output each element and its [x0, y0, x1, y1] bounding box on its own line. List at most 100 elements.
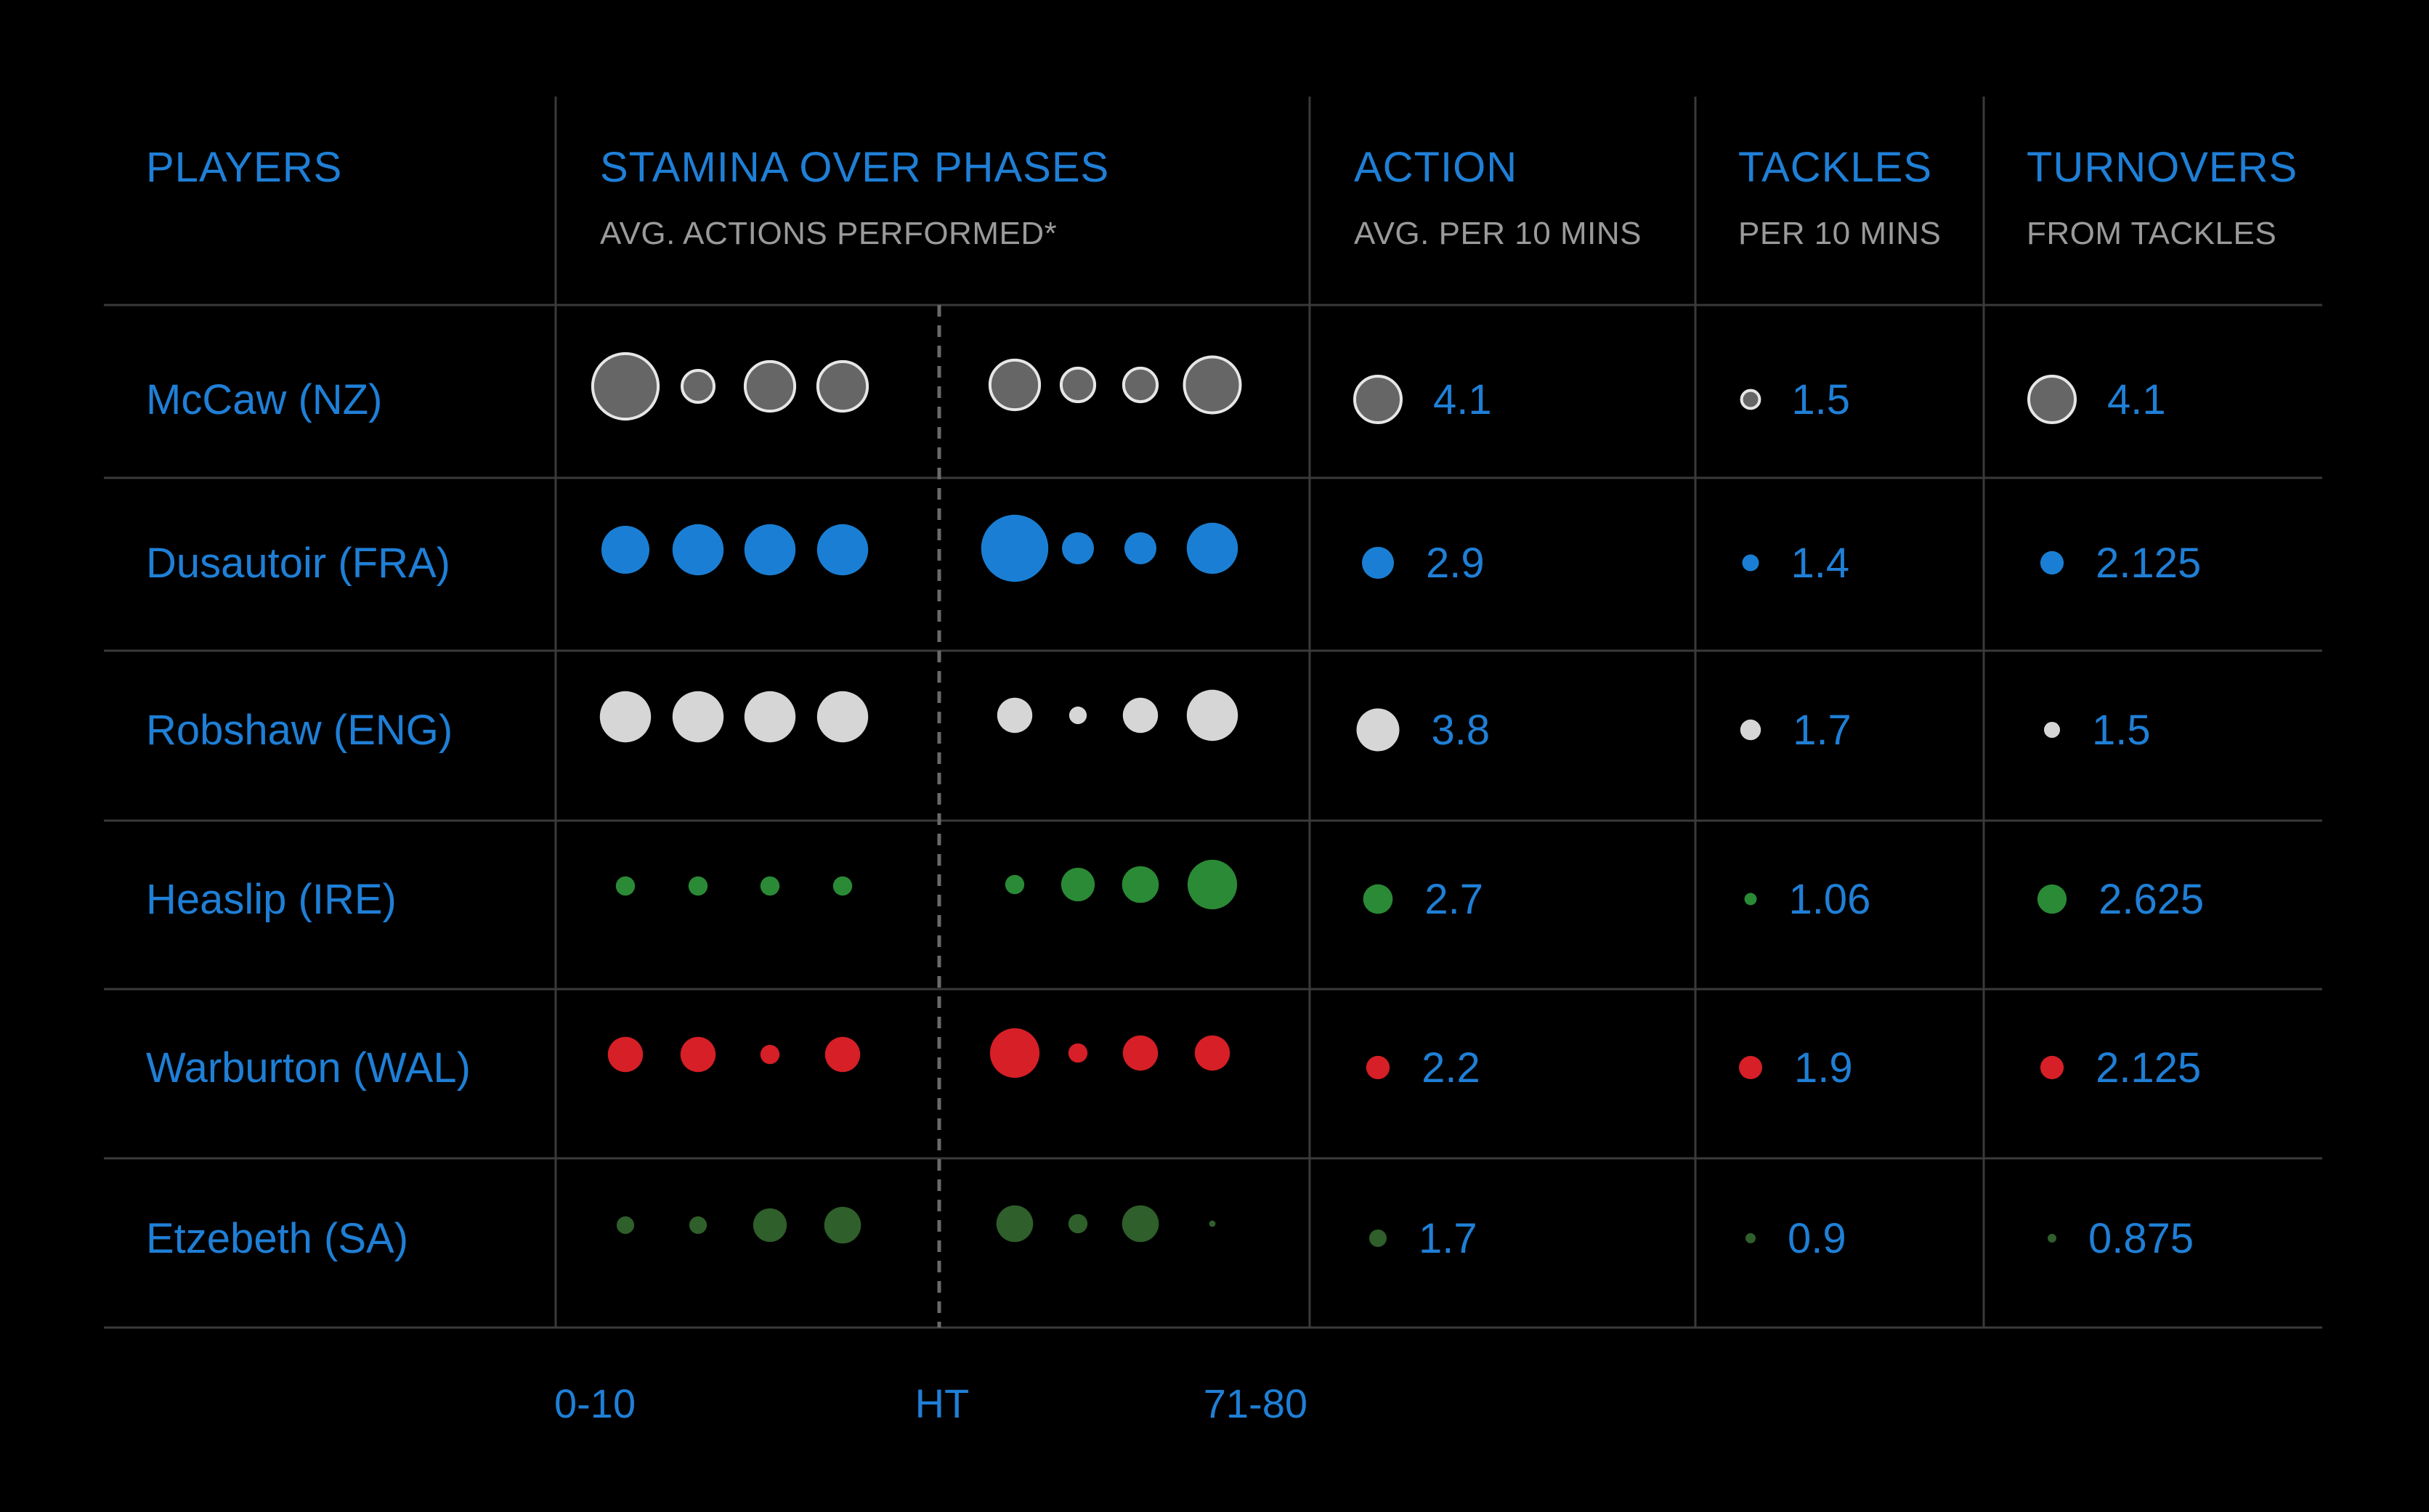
- action-value: 2.9: [1426, 540, 1485, 587]
- player-name: Heaslip (IRE): [146, 876, 397, 923]
- action-dot: [1369, 1229, 1387, 1247]
- turnovers-dot: [2037, 884, 2067, 914]
- stamina-dot: [981, 514, 1049, 582]
- table-row: McCaw (NZ) 4.1 1.5 4.1: [146, 351, 2166, 424]
- stamina-dot: [760, 876, 780, 896]
- tackles-value: 1.06: [1788, 876, 1870, 923]
- action-dot: [1363, 884, 1393, 914]
- stamina-dot: [1059, 366, 1097, 404]
- stamina-dot: [615, 876, 636, 896]
- stamina-dot: [816, 524, 869, 576]
- stamina-dot: [743, 359, 797, 413]
- stamina-dot: [616, 1216, 635, 1235]
- tackles-dot: [1745, 1233, 1756, 1243]
- tackles-value: 0.9: [1788, 1215, 1846, 1262]
- header-tackles: TACKLES: [1738, 144, 1932, 191]
- stamina-dot: [832, 876, 853, 896]
- subheader-stamina: AVG. ACTIONS PERFORMED*: [600, 216, 1057, 251]
- phase-axis-start: 0-10: [554, 1381, 636, 1426]
- tackles-dot: [1740, 719, 1761, 741]
- stamina-dot: [1122, 697, 1159, 733]
- turnovers-value: 1.5: [2092, 707, 2151, 754]
- header-turnovers: TURNOVERS: [2027, 144, 2298, 191]
- action-value: 2.2: [1422, 1044, 1480, 1092]
- action-dot: [1362, 547, 1394, 579]
- table-row: Heaslip (IRE) 2.7 1.06 2.625: [146, 859, 2204, 923]
- tackles-dot: [1739, 1056, 1762, 1079]
- stamina-dot: [816, 359, 869, 413]
- phase-axis-mid: HT: [915, 1381, 970, 1426]
- stamina-dot: [689, 1216, 707, 1235]
- turnovers-dot: [2040, 1055, 2064, 1080]
- table-row: Dusautoir (FRA) 2.9 1.4 2.125: [146, 514, 2201, 587]
- tackles-dot: [1744, 893, 1757, 906]
- header-players: PLAYERS: [146, 144, 342, 191]
- action-value: 2.7: [1424, 876, 1483, 923]
- stamina-dot: [988, 358, 1042, 412]
- stamina-dot: [1068, 706, 1087, 725]
- player-name: Etzebeth (SA): [146, 1215, 408, 1262]
- player-name: McCaw (NZ): [146, 376, 382, 423]
- stamina-dot: [1122, 1205, 1159, 1243]
- phase-axis: 0-10 HT 71-80: [554, 1381, 1307, 1426]
- turnovers-value: 2.625: [2098, 876, 2204, 923]
- action-dot: [1366, 1055, 1390, 1080]
- stamina-dot: [1068, 1214, 1088, 1234]
- stamina-dot: [599, 691, 652, 743]
- turnovers-value: 2.125: [2096, 1044, 2201, 1092]
- turnovers-value: 4.1: [2107, 376, 2166, 423]
- subheader-action: AVG. PER 10 MINS: [1354, 216, 1642, 251]
- subheader-turnovers: FROM TACKLES: [2027, 216, 2276, 251]
- turnovers-value: 0.875: [2088, 1215, 2194, 1262]
- stamina-dot: [1187, 859, 1238, 910]
- stamina-dot: [1062, 532, 1094, 564]
- stamina-dot: [680, 1036, 716, 1073]
- tackles-value: 1.7: [1793, 707, 1852, 754]
- stamina-dot: [997, 697, 1033, 733]
- stamina-dot: [1061, 867, 1095, 902]
- player-name: Robshaw (ENG): [146, 707, 453, 754]
- stamina-dot: [996, 1205, 1034, 1243]
- table-row: Warburton (WAL) 2.2 1.9 2.125: [146, 1028, 2201, 1092]
- action-value: 4.1: [1433, 376, 1492, 423]
- stamina-dot: [989, 1028, 1040, 1078]
- header-stamina: STAMINA OVER PHASES: [600, 144, 1109, 191]
- stamina-dot: [672, 524, 724, 576]
- stamina-dot: [607, 1036, 644, 1073]
- stamina-dot: [672, 691, 724, 743]
- stamina-dot: [744, 524, 796, 576]
- turnovers-dot: [2027, 375, 2077, 424]
- stamina-dot: [1005, 874, 1025, 895]
- action-dot: [1356, 708, 1400, 752]
- stamina-dot: [1194, 1035, 1230, 1071]
- player-name: Dusautoir (FRA): [146, 540, 450, 587]
- turnovers-dot: [2048, 1234, 2056, 1243]
- turnovers-dot: [2043, 721, 2061, 739]
- tackles-value: 1.5: [1791, 376, 1850, 423]
- table-row: Robshaw (ENG) 3.8 1.7 1.5: [146, 689, 2151, 754]
- tackles-dot: [1740, 389, 1761, 410]
- table-grid: [104, 97, 2322, 1329]
- stamina-dot: [760, 1044, 780, 1065]
- player-name: Warburton (WAL): [146, 1044, 471, 1092]
- stamina-dot: [601, 526, 649, 574]
- stamina-dot: [824, 1206, 861, 1244]
- stamina-dot: [816, 691, 869, 743]
- stamina-dot: [1186, 522, 1238, 574]
- column-headers: PLAYERS STAMINA OVER PHASES AVG. ACTIONS…: [146, 144, 2298, 251]
- stamina-dot: [1122, 866, 1159, 903]
- tackles-value: 1.9: [1794, 1044, 1853, 1092]
- tackles-value: 1.4: [1791, 540, 1850, 587]
- stamina-dot: [744, 691, 796, 743]
- stamina-dot: [753, 1208, 787, 1243]
- stamina-dot: [591, 351, 660, 421]
- turnovers-dot: [2040, 550, 2064, 575]
- stamina-dot: [688, 876, 708, 896]
- action-value: 1.7: [1419, 1215, 1477, 1262]
- phase-axis-end: 71-80: [1204, 1381, 1307, 1426]
- stamina-dot: [1186, 689, 1238, 741]
- stamina-dot: [1124, 532, 1156, 564]
- player-rows: McCaw (NZ) 4.1 1.5 4.1 Dusautoir (FRA) 2.9 1.4…: [146, 351, 2204, 1262]
- action-dot: [1353, 375, 1403, 424]
